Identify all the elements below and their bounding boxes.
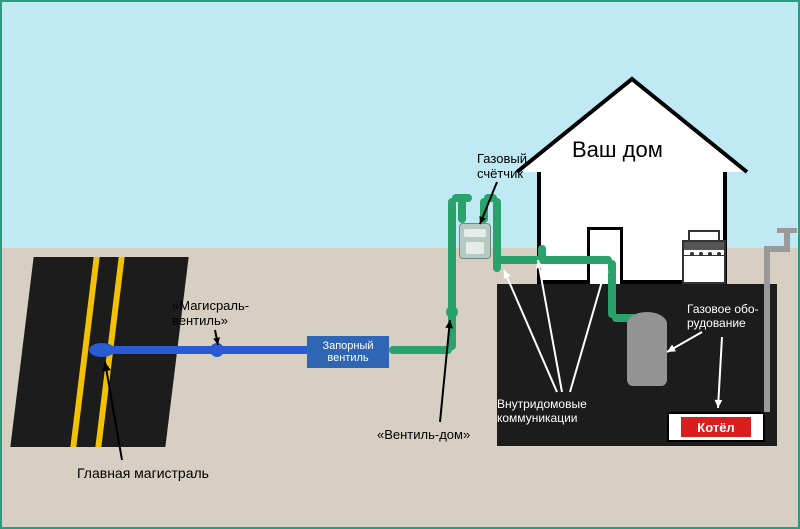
- gas-stove: [682, 240, 726, 284]
- stove-cooktop: [684, 242, 724, 250]
- arrow: [93, 350, 134, 472]
- stove-knob: [717, 252, 721, 256]
- chimney-cap: [777, 228, 797, 233]
- meter-dial: [466, 242, 484, 254]
- meter-inlet: [458, 198, 466, 223]
- stove-knob: [699, 252, 703, 256]
- chimney-pipe: [764, 252, 770, 412]
- stove-backsplash: [688, 230, 720, 240]
- stove-knob: [690, 252, 694, 256]
- arrow: [428, 308, 462, 434]
- arrow: [468, 170, 509, 236]
- house-title: Ваш дом: [572, 137, 663, 163]
- arrow: [203, 318, 230, 357]
- diagram-canvas: ЗапорныйвентильВаш домКотёлГазовый счётч…: [0, 0, 800, 529]
- stove-knob: [708, 252, 712, 256]
- chimney-top: [784, 232, 790, 252]
- arrow: [706, 325, 734, 420]
- arrow: [558, 252, 619, 404]
- shutoff-valve-box: Запорныйвентиль: [307, 336, 389, 368]
